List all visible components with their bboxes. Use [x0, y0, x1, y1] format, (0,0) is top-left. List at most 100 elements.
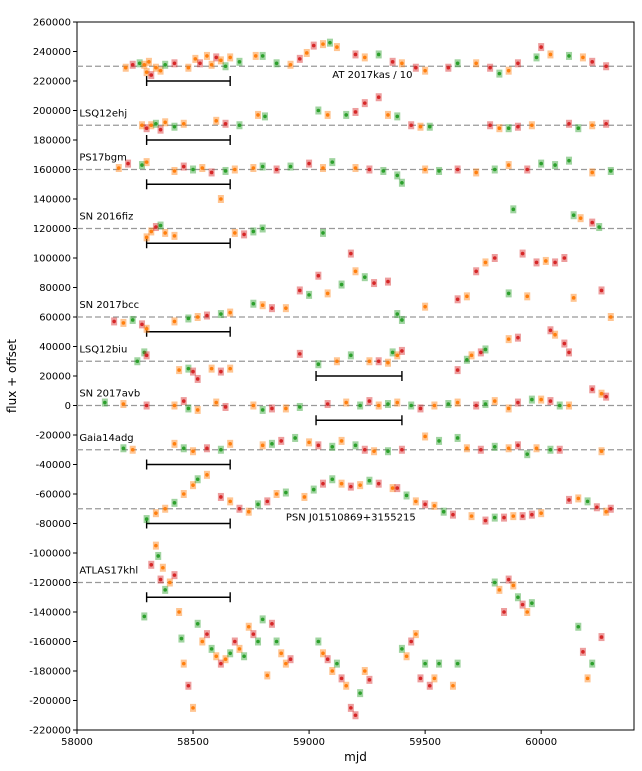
- data-point: [376, 403, 381, 408]
- data-point: [228, 310, 232, 315]
- data-point: [492, 256, 497, 260]
- data-point: [172, 61, 177, 66]
- data-point: [181, 164, 186, 169]
- data-point: [142, 614, 147, 619]
- data-point: [553, 332, 557, 337]
- y-tick-label: 20000: [39, 372, 71, 383]
- data-point: [181, 446, 186, 451]
- y-axis-title: flux + offset: [5, 339, 19, 413]
- data-point: [144, 70, 149, 74]
- data-point: [344, 683, 349, 688]
- data-point: [418, 676, 423, 681]
- x-tick-label: 58000: [61, 737, 93, 748]
- data-point: [223, 169, 228, 173]
- data-point: [144, 403, 149, 408]
- data-point: [163, 506, 167, 511]
- data-point: [302, 495, 307, 499]
- data-point: [298, 57, 302, 61]
- data-point: [219, 661, 223, 666]
- data-point: [137, 61, 142, 66]
- data-point: [233, 167, 237, 172]
- data-point: [492, 580, 497, 585]
- data-point: [186, 366, 191, 371]
- data-point: [525, 452, 530, 456]
- y-tick-label: -80000: [36, 519, 71, 530]
- data-point: [418, 406, 423, 411]
- data-point: [251, 632, 256, 636]
- data-point: [228, 442, 232, 446]
- data-point: [214, 400, 219, 405]
- data-point: [339, 481, 344, 486]
- data-point: [270, 406, 274, 411]
- data-point: [195, 315, 200, 319]
- data-point: [578, 216, 583, 220]
- data-point: [200, 166, 205, 170]
- data-point: [140, 163, 144, 167]
- data-point: [156, 554, 161, 558]
- data-point: [214, 654, 219, 659]
- data-point: [432, 403, 437, 408]
- data-point: [256, 502, 260, 507]
- data-point: [316, 443, 321, 448]
- data-point: [479, 447, 483, 452]
- data-point: [321, 481, 325, 486]
- object-label: Gaia14adg: [79, 433, 133, 444]
- data-point: [423, 304, 427, 309]
- data-point: [246, 624, 251, 629]
- data-point: [520, 251, 525, 256]
- data-point: [585, 499, 590, 504]
- data-point: [506, 577, 511, 582]
- data-point: [539, 397, 543, 402]
- data-point: [395, 312, 400, 316]
- y-tick-label: 160000: [33, 165, 71, 176]
- data-point: [163, 588, 167, 592]
- data-point: [112, 319, 116, 324]
- data-point: [581, 55, 585, 60]
- data-point: [172, 319, 177, 324]
- data-point: [311, 43, 316, 48]
- points-layer: [101, 38, 614, 720]
- data-point: [228, 651, 232, 656]
- data-point: [604, 394, 608, 399]
- data-point: [581, 650, 585, 654]
- data-point: [455, 297, 460, 302]
- x-tick-label: 58500: [177, 737, 209, 748]
- data-point: [149, 563, 154, 567]
- data-point: [316, 273, 321, 278]
- object-label: LSQ12ehj: [79, 108, 127, 119]
- data-point: [304, 51, 309, 55]
- data-point: [321, 166, 325, 170]
- data-point: [198, 61, 202, 66]
- data-point: [209, 170, 214, 175]
- data-point: [534, 55, 539, 60]
- data-point: [474, 269, 478, 274]
- data-point: [195, 408, 200, 412]
- data-point: [386, 360, 390, 365]
- data-point: [219, 447, 223, 452]
- data-point: [455, 400, 460, 405]
- data-point: [260, 226, 265, 231]
- data-point: [362, 55, 367, 60]
- data-point: [335, 45, 339, 49]
- data-point: [418, 124, 423, 129]
- data-point: [599, 391, 604, 396]
- data-point: [441, 509, 446, 514]
- data-point: [455, 661, 460, 666]
- data-point: [121, 402, 126, 406]
- data-point: [372, 281, 376, 285]
- data-point: [497, 71, 502, 76]
- data-point: [163, 120, 167, 125]
- data-point: [154, 121, 158, 126]
- data-point: [288, 164, 293, 169]
- data-point: [390, 486, 395, 490]
- x-tick-label: 60000: [525, 737, 557, 748]
- data-point: [557, 447, 562, 452]
- data-point: [228, 366, 232, 371]
- data-point: [400, 180, 404, 185]
- data-point: [604, 121, 608, 126]
- data-point: [608, 169, 613, 173]
- data-point: [172, 501, 177, 505]
- data-point: [339, 676, 344, 681]
- data-point: [149, 229, 154, 234]
- data-point: [590, 170, 595, 175]
